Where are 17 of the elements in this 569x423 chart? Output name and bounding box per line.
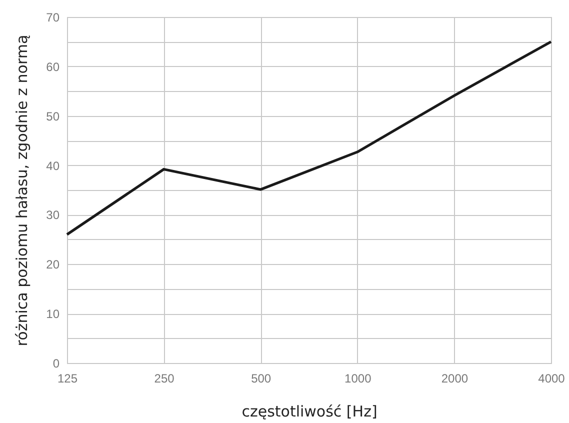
y-tick-label: 20 (46, 258, 60, 272)
line-series (66, 40, 552, 236)
x-tick-label: 500 (251, 372, 272, 386)
y-tick-label: 70 (46, 10, 60, 24)
y-axis-title: różnica poziomu hałasu, zgodnie z normą (13, 34, 32, 346)
y-tick-label: 50 (46, 109, 60, 124)
x-tick-label: 4000 (538, 372, 566, 386)
x-tick-label: 1000 (344, 372, 372, 386)
x-tick-label: 2000 (441, 372, 468, 386)
y-tick-label: 0 (52, 356, 60, 370)
x-axis-title: częstotliwość [Hz] (242, 402, 378, 420)
x-tick-label: 125 (57, 372, 78, 386)
y-tick-label: 10 (46, 307, 60, 322)
y-tick-label: 40 (46, 158, 60, 173)
y-tick-label: 30 (46, 208, 60, 222)
y-tick-label: 60 (46, 60, 60, 74)
x-tick-label: 250 (154, 372, 175, 386)
